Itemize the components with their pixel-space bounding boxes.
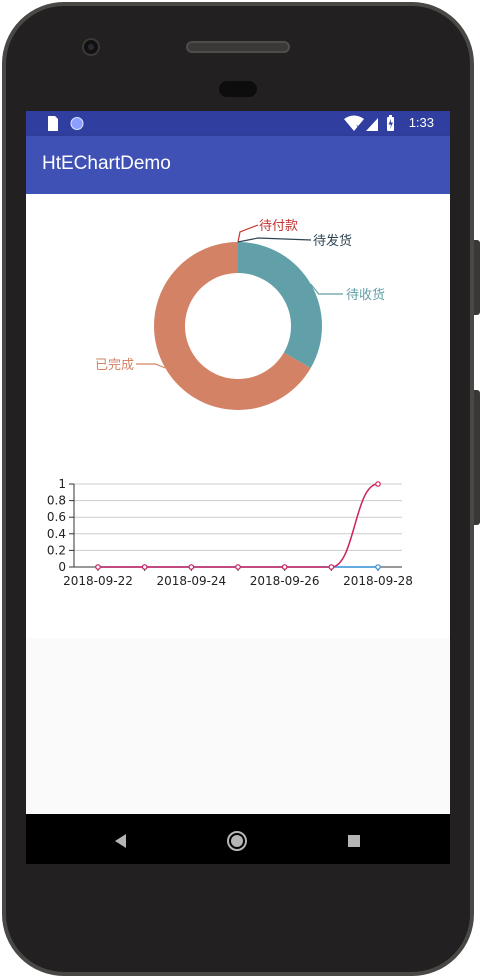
volume-button xyxy=(474,390,480,525)
series-point[interactable] xyxy=(235,564,241,570)
donut-label-pending-payment: 待付款 xyxy=(259,219,298,234)
app-bar: HtEChartDemo xyxy=(26,136,450,194)
series-line-red xyxy=(98,483,379,568)
x-tick-label: 2018-09-24 xyxy=(156,574,226,588)
donut-chart: 待付款 待发货 待收货 已完成 xyxy=(95,219,385,410)
donut-slice-completed[interactable] xyxy=(154,242,311,410)
series-point[interactable] xyxy=(375,481,381,487)
y-tick-label: 0.4 xyxy=(47,527,66,541)
front-camera xyxy=(82,38,100,56)
app-title: HtEChartDemo xyxy=(42,153,171,174)
svg-text:x: x xyxy=(356,123,360,131)
chart-content: 待付款 待发货 待收货 已完成 0 0.2 0.4 0.6 0.8 1 2018-09-2… xyxy=(26,194,450,638)
home-icon[interactable] xyxy=(227,831,247,851)
series-points-red xyxy=(95,481,381,570)
y-tick-label: 0.2 xyxy=(47,543,66,557)
status-bar: x 1:33 xyxy=(26,111,450,136)
earpiece-speaker xyxy=(186,41,290,53)
x-tick-label: 2018-09-22 xyxy=(63,574,133,588)
donut-leader-pending-payment xyxy=(237,224,259,243)
sd-card-icon xyxy=(48,116,58,131)
series-point[interactable] xyxy=(328,564,335,570)
power-button xyxy=(474,240,480,315)
navigation-bar xyxy=(26,814,450,864)
y-tick-label: 1 xyxy=(58,477,66,491)
donut-label-completed: 已完成 xyxy=(95,358,134,373)
donut-slice-to-receive[interactable] xyxy=(238,242,323,368)
wifi-icon: x xyxy=(344,115,364,131)
donut-label-to-ship: 待发货 xyxy=(313,233,352,249)
x-tick-label: 2018-09-28 xyxy=(343,574,413,588)
battery-icon xyxy=(387,115,394,131)
status-time: 1:33 xyxy=(408,115,434,130)
y-tick-label: 0 xyxy=(58,560,66,574)
series-point[interactable] xyxy=(95,564,101,570)
x-axis-ticks: 2018-09-22 2018-09-24 2018-09-26 2018-09-28 xyxy=(63,567,413,588)
y-tick-label: 0.8 xyxy=(47,494,66,508)
donut-leader-to-ship xyxy=(237,237,312,243)
signal-icon xyxy=(366,118,378,131)
y-tick-label: 0.6 xyxy=(47,510,66,524)
series-point[interactable] xyxy=(375,564,381,570)
x-tick-label: 2018-09-26 xyxy=(250,574,320,588)
donut-leader-completed xyxy=(136,363,166,369)
sync-icon xyxy=(70,117,84,130)
y-axis-ticks: 0 0.2 0.4 0.6 0.8 1 xyxy=(47,477,74,574)
series-point[interactable] xyxy=(141,564,148,570)
series-point[interactable] xyxy=(281,564,288,570)
recents-icon[interactable] xyxy=(348,835,360,847)
series-point[interactable] xyxy=(188,564,195,570)
line-chart: 00.20.40.60.81 2018-09-22 2018-09-24 2018-… xyxy=(47,477,413,588)
line-chart-grid xyxy=(74,483,402,551)
proximity-sensor xyxy=(219,81,257,97)
donut-label-to-receive: 待收货 xyxy=(346,287,385,303)
back-icon[interactable] xyxy=(115,834,126,848)
screen: x 1:33 HtEChartDemo xyxy=(26,111,450,864)
charts-canvas: 待付款 待发货 待收货 已完成 0 0.2 0.4 0.6 0.8 1 2018-09-2… xyxy=(47,219,413,588)
donut-leader-to-receive xyxy=(310,283,343,295)
